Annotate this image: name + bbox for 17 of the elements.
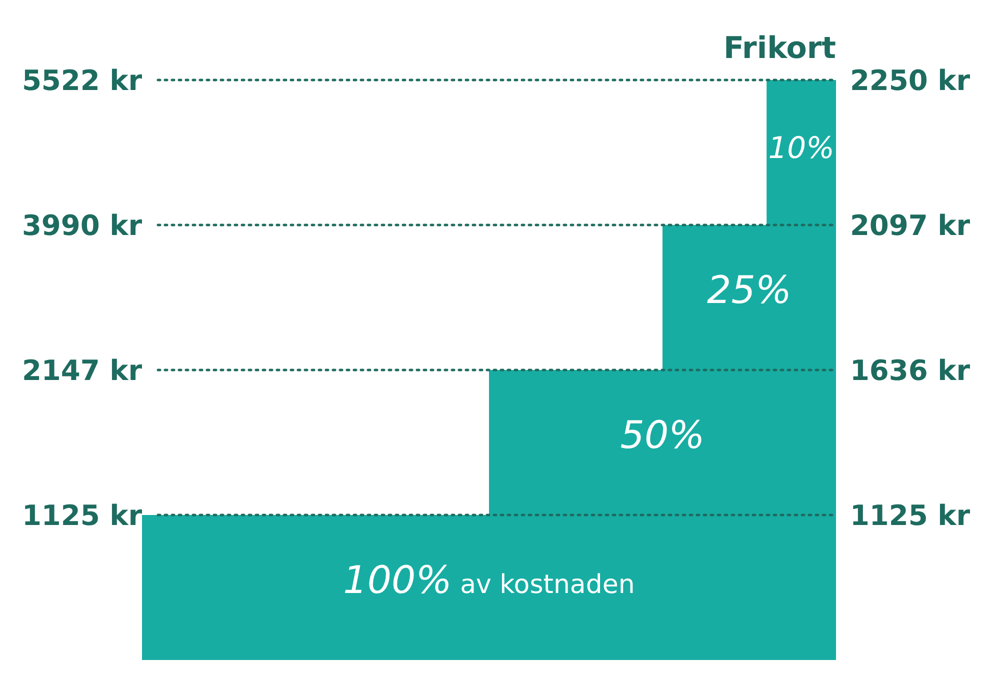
text: 1125 kr (22, 498, 142, 532)
data-label: 10% (768, 131, 834, 166)
text: 2147 kr (22, 354, 142, 387)
text: 5522 kr (22, 64, 142, 97)
text: 2250 kr (850, 64, 970, 97)
text: 1125 kr (850, 498, 970, 532)
data-label: 100% (343, 558, 452, 602)
text: 3990 kr (22, 208, 142, 242)
cost-share-block: 25% (662, 225, 836, 370)
cost-share-block: 100% av kostnaden (142, 515, 836, 660)
cost-share-block: 50% (489, 370, 836, 515)
data-label: 50% (620, 413, 705, 458)
cost-share-block: 10% (766, 80, 836, 225)
data-label: 25% (707, 268, 792, 312)
text: 1636 kr (850, 354, 970, 387)
text: Frikort (723, 31, 836, 66)
text: 2097 kr (850, 208, 970, 242)
